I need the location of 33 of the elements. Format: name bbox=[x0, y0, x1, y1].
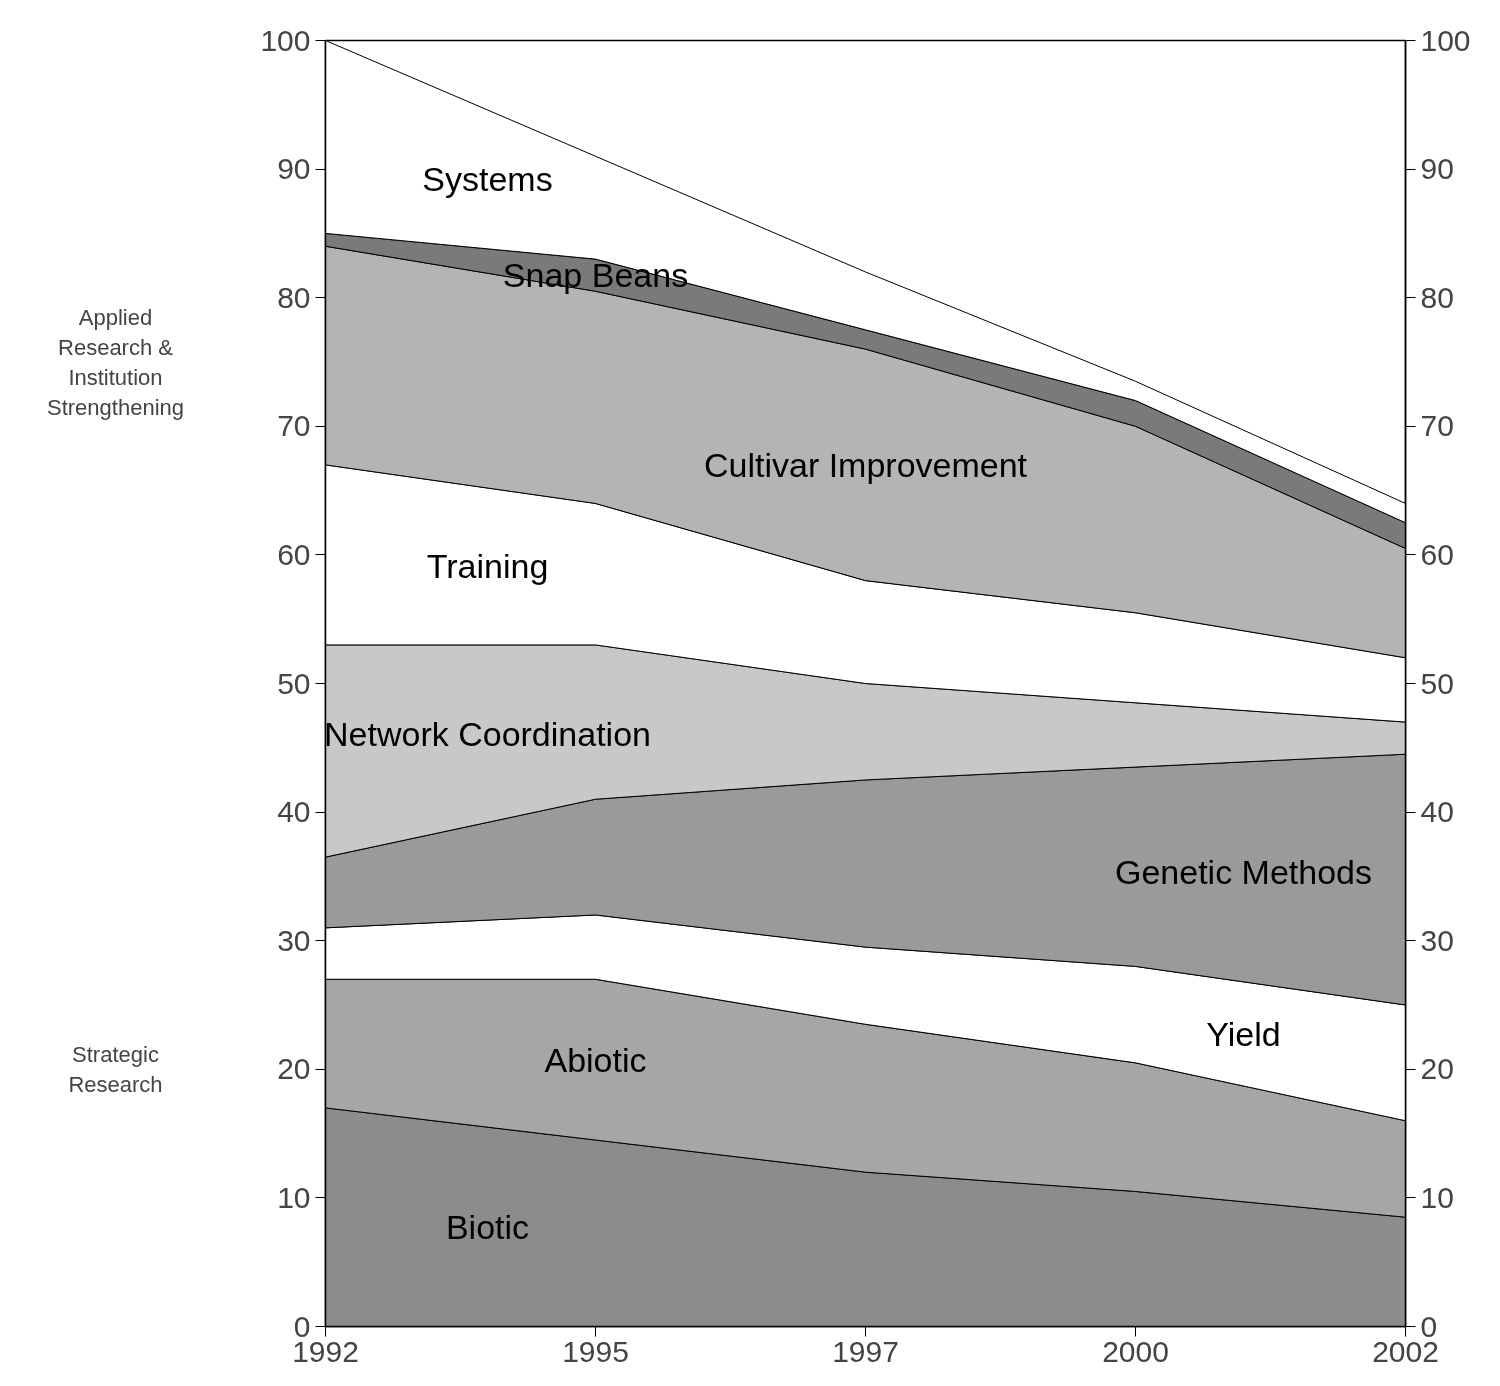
series-label: Yield bbox=[1206, 1014, 1281, 1053]
series-label: Cultivar Improvement bbox=[703, 445, 1028, 484]
y-tick-label: 40 bbox=[277, 795, 311, 829]
y2-tick-label: 50 bbox=[1420, 666, 1454, 700]
series-label: Training bbox=[426, 547, 549, 586]
y2-tick-label: 80 bbox=[1420, 280, 1454, 314]
x-tick-label: 1997 bbox=[832, 1334, 899, 1368]
y-tick-label: 80 bbox=[277, 280, 311, 314]
x-tick-label: 1995 bbox=[562, 1334, 629, 1368]
y2-tick-label: 10 bbox=[1420, 1180, 1454, 1214]
y-tick-label: 60 bbox=[277, 537, 311, 571]
y2-tick-label: 60 bbox=[1420, 537, 1454, 571]
y2-tick-label: 90 bbox=[1420, 152, 1454, 186]
text: Strategic Research bbox=[68, 1041, 163, 1097]
y2-tick-label: 40 bbox=[1420, 795, 1454, 829]
y-tick-label: 100 bbox=[260, 23, 311, 57]
series-label: Abiotic bbox=[544, 1040, 647, 1079]
y-tick-label: 70 bbox=[277, 409, 311, 443]
series-label: Genetic Methods bbox=[1114, 852, 1373, 891]
y-tick-label: 30 bbox=[277, 923, 311, 957]
y2-tick-label: 30 bbox=[1420, 923, 1454, 957]
series-label: Network Coordination bbox=[324, 714, 651, 753]
y2-tick-label: 100 bbox=[1420, 23, 1471, 57]
y-tick-label: 20 bbox=[277, 1052, 311, 1086]
series-label: Biotic bbox=[445, 1207, 530, 1246]
y2-tick-label: 20 bbox=[1420, 1052, 1454, 1086]
y-tick-label: 90 bbox=[277, 152, 311, 186]
y2-tick-label: 70 bbox=[1420, 409, 1454, 443]
series-label: Systems bbox=[422, 160, 553, 199]
x-tick-label: 2000 bbox=[1102, 1334, 1169, 1368]
y-tick-label: 10 bbox=[277, 1180, 311, 1214]
text: Applied Research & Institution Strengthening bbox=[47, 304, 184, 420]
y-tick-label: 50 bbox=[277, 666, 311, 700]
